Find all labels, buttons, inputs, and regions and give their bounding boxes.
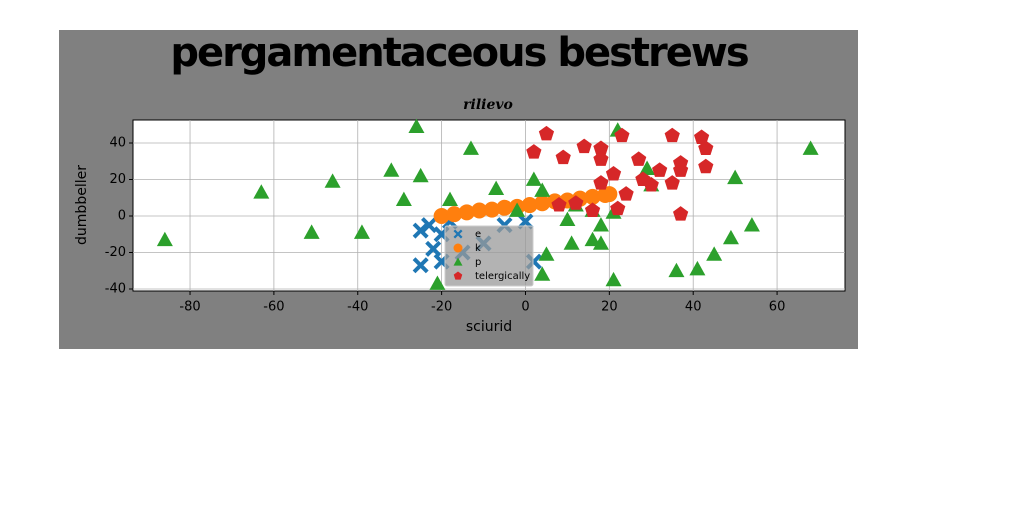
x-axis-label: sciurid <box>466 319 512 335</box>
point <box>689 260 706 276</box>
legend-label: telergically <box>475 271 530 282</box>
point <box>668 262 685 278</box>
chart-subtitle: rilievo <box>463 97 513 113</box>
point <box>395 191 412 206</box>
point <box>652 162 668 177</box>
point <box>802 140 819 155</box>
point <box>412 257 429 274</box>
point <box>727 169 744 185</box>
point <box>534 266 551 281</box>
x-tick-label: 60 <box>769 300 786 315</box>
point <box>584 202 601 217</box>
point <box>605 271 622 287</box>
point <box>324 173 341 188</box>
point <box>576 138 592 154</box>
point <box>517 213 534 230</box>
point <box>559 211 576 227</box>
point <box>584 231 601 247</box>
x-tick-label: 40 <box>685 300 702 315</box>
point <box>614 127 630 143</box>
x-tick-label: 20 <box>601 300 618 315</box>
point <box>253 184 270 199</box>
point <box>698 158 714 174</box>
point <box>584 188 601 205</box>
point <box>722 229 739 245</box>
point <box>433 207 450 224</box>
point <box>592 235 609 250</box>
x-tick-label: -80 <box>179 300 200 315</box>
point <box>563 235 580 250</box>
point <box>538 246 555 261</box>
legend-marker <box>453 257 463 266</box>
point <box>446 206 463 223</box>
y-tick-label: -20 <box>105 245 126 260</box>
point <box>698 140 714 155</box>
x-tick-label: 0 <box>521 300 529 315</box>
point <box>521 197 538 214</box>
x-tick-label: -40 <box>347 300 368 315</box>
point <box>605 166 622 181</box>
point <box>555 149 571 165</box>
legend-label: p <box>475 257 481 268</box>
point <box>639 160 656 175</box>
point <box>551 197 567 212</box>
point <box>592 217 609 232</box>
legend-marker <box>453 271 463 280</box>
point <box>673 206 689 221</box>
x-tick-label: -60 <box>263 300 284 315</box>
point <box>442 191 459 206</box>
point <box>509 202 526 217</box>
point <box>534 182 551 197</box>
legend-label: e <box>475 229 481 240</box>
point <box>593 151 609 166</box>
point <box>462 140 479 155</box>
point <box>471 202 488 219</box>
y-tick-label: 0 <box>118 208 126 223</box>
y-tick-label: 20 <box>109 172 126 187</box>
point <box>673 155 689 170</box>
point <box>483 201 500 218</box>
point <box>568 195 584 210</box>
y-axis-label: dumbbeller <box>74 165 90 245</box>
point <box>412 222 429 239</box>
point <box>425 240 442 257</box>
point <box>706 246 723 261</box>
point <box>496 199 513 216</box>
point <box>421 217 438 234</box>
point <box>303 224 320 239</box>
point <box>408 118 425 133</box>
point <box>664 127 680 143</box>
point <box>429 275 446 290</box>
point <box>538 125 555 141</box>
point <box>412 167 429 183</box>
legend-marker <box>453 229 463 239</box>
point <box>693 129 710 144</box>
point <box>525 171 542 186</box>
legend-box <box>444 225 534 287</box>
point <box>664 175 680 190</box>
point <box>526 144 542 159</box>
point <box>631 151 647 166</box>
point <box>610 200 626 216</box>
point <box>601 186 618 203</box>
y-tick-label: -40 <box>105 281 126 296</box>
point <box>593 140 609 155</box>
point <box>534 195 551 212</box>
legend-marker <box>453 243 463 253</box>
point <box>156 231 173 247</box>
y-tick-label: 40 <box>109 135 126 150</box>
point <box>488 180 505 196</box>
point <box>353 224 370 239</box>
chart-title: pergamentaceous bestrews <box>170 30 748 76</box>
point <box>593 175 609 190</box>
point <box>458 204 475 221</box>
legend-label: k <box>475 243 481 254</box>
point <box>643 176 659 192</box>
point <box>383 162 400 177</box>
point <box>743 217 760 232</box>
point <box>618 186 634 201</box>
x-tick-label: -20 <box>431 300 452 315</box>
